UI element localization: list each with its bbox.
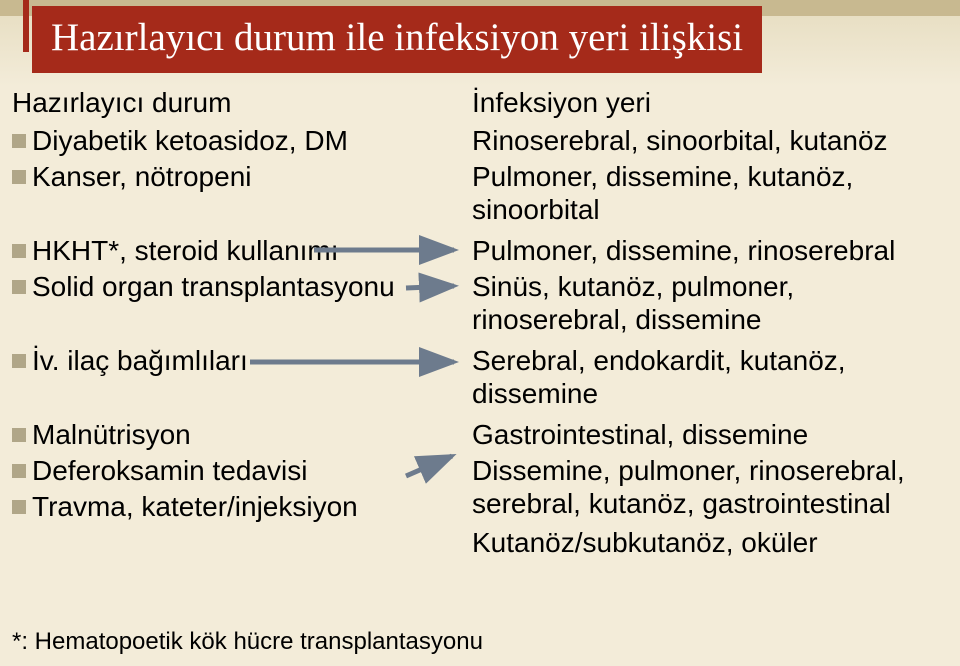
left-item-text: Diyabetik ketoasidoz, DM <box>32 124 348 157</box>
left-item-text: Malnütrisyon <box>32 418 191 451</box>
right-item: Dissemine, pulmoner, rinoserebral, sereb… <box>472 454 947 520</box>
left-item: Diyabetik ketoasidoz, DM <box>12 124 452 157</box>
left-item-text: Solid organ transplantasyonu <box>32 270 395 303</box>
right-item: Pulmoner, dissemine, rinoserebral <box>472 234 947 267</box>
left-item-text: Kanser, nötropeni <box>32 160 252 193</box>
bullet-icon <box>12 244 26 258</box>
right-heading: İnfeksiyon yeri <box>472 86 947 120</box>
left-item: Malnütrisyon <box>12 418 452 451</box>
bullet-icon <box>12 134 26 148</box>
right-item-text: Rinoserebral, sinoorbital, kutanöz <box>472 124 888 157</box>
left-item-text: Travma, kateter/injeksiyon <box>32 490 358 523</box>
right-item: Serebral, endokardit, kutanöz, dissemine <box>472 344 947 410</box>
bullet-icon <box>12 428 26 442</box>
page-title: Hazırlayıcı durum ile infeksiyon yeri il… <box>51 15 743 60</box>
bullet-icon <box>12 354 26 368</box>
left-item: Travma, kateter/injeksiyon <box>12 490 452 523</box>
left-heading: Hazırlayıcı durum <box>12 86 452 120</box>
left-item: Solid organ transplantasyonu <box>12 270 452 303</box>
left-column: Hazırlayıcı durum Diyabetik ketoasidoz, … <box>12 86 452 124</box>
right-item: Kutanöz/subkutanöz, oküler <box>472 526 947 559</box>
bullet-icon <box>12 170 26 184</box>
content-area: Hazırlayıcı durum Diyabetik ketoasidoz, … <box>12 86 948 652</box>
title-box: Hazırlayıcı durum ile infeksiyon yeri il… <box>32 6 762 73</box>
right-column: İnfeksiyon yeri Rinoserebral, sinoorbita… <box>472 86 947 124</box>
right-item-text: Gastrointestinal, dissemine <box>472 418 808 451</box>
left-item-text: İv. ilaç bağımlıları <box>32 344 248 377</box>
left-item: İv. ilaç bağımlıları <box>12 344 452 377</box>
right-item: Rinoserebral, sinoorbital, kutanöz <box>472 124 947 157</box>
left-item: HKHT*, steroid kullanımı <box>12 234 452 267</box>
bullet-icon <box>12 500 26 514</box>
right-item-text: Pulmoner, dissemine, kutanöz, sinoorbita… <box>472 160 947 226</box>
left-item: Kanser, nötropeni <box>12 160 452 193</box>
right-item-text: Dissemine, pulmoner, rinoserebral, sereb… <box>472 454 947 520</box>
left-item-text: HKHT*, steroid kullanımı <box>32 234 339 267</box>
bullet-icon <box>12 280 26 294</box>
right-item-text: Serebral, endokardit, kutanöz, dissemine <box>472 344 947 410</box>
right-item-text: Kutanöz/subkutanöz, oküler <box>472 526 818 559</box>
right-item-text: Sinüs, kutanöz, pulmoner, rinoserebral, … <box>472 270 947 336</box>
bullet-icon <box>12 464 26 478</box>
left-item: Deferoksamin tedavisi <box>12 454 452 487</box>
left-item-text: Deferoksamin tedavisi <box>32 454 307 487</box>
right-item-text: Pulmoner, dissemine, rinoserebral <box>472 234 895 267</box>
right-item: Sinüs, kutanöz, pulmoner, rinoserebral, … <box>472 270 947 336</box>
right-item: Gastrointestinal, dissemine <box>472 418 947 451</box>
footnote: *: Hematopoetik kök hücre transplantasyo… <box>12 628 483 656</box>
right-item: Pulmoner, dissemine, kutanöz, sinoorbita… <box>472 160 947 226</box>
